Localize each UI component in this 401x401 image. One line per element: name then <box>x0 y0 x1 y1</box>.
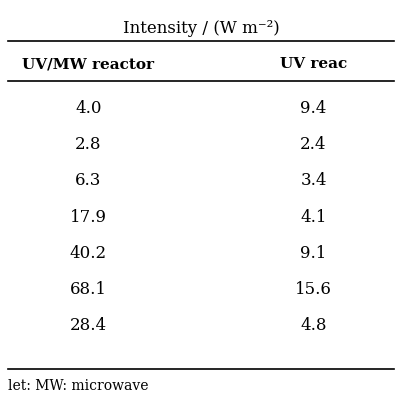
Text: 2.4: 2.4 <box>300 136 326 153</box>
Text: 6.3: 6.3 <box>75 172 101 189</box>
Text: UV reac: UV reac <box>279 57 346 71</box>
Text: 15.6: 15.6 <box>294 280 331 297</box>
Text: 68.1: 68.1 <box>70 280 107 297</box>
Text: 9.1: 9.1 <box>300 244 326 261</box>
Text: 17.9: 17.9 <box>70 208 107 225</box>
Text: 3.4: 3.4 <box>300 172 326 189</box>
Text: Intensity / (W m⁻²): Intensity / (W m⁻²) <box>122 20 279 36</box>
Text: let: MW: microwave: let: MW: microwave <box>8 378 148 392</box>
Text: 4.0: 4.0 <box>75 100 101 117</box>
Text: 9.4: 9.4 <box>300 100 326 117</box>
Text: 2.8: 2.8 <box>75 136 101 153</box>
Text: 28.4: 28.4 <box>70 316 107 333</box>
Text: 40.2: 40.2 <box>70 244 107 261</box>
Text: 4.1: 4.1 <box>300 208 326 225</box>
Text: UV/MW reactor: UV/MW reactor <box>22 57 154 71</box>
Text: 4.8: 4.8 <box>300 316 326 333</box>
